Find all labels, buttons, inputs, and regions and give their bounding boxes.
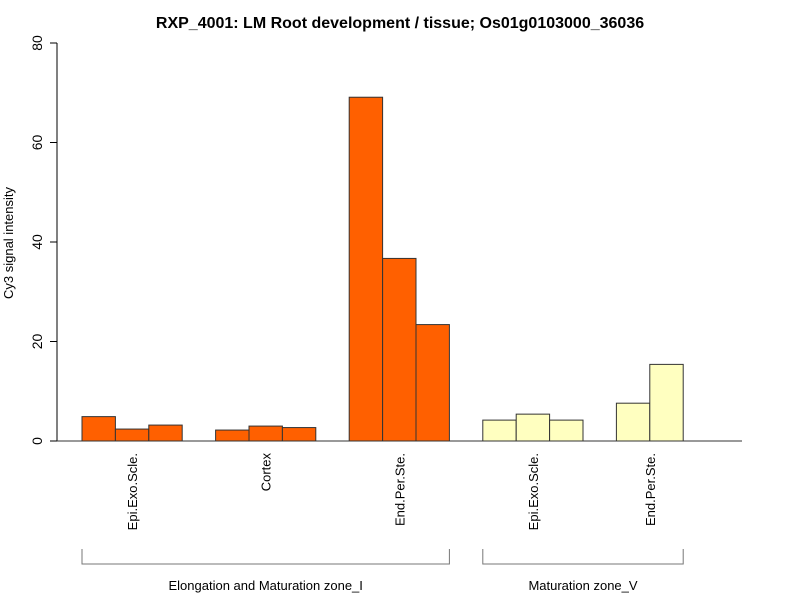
bar (615, 402, 651, 442)
y-tick-label: 0 (29, 437, 45, 445)
bar (215, 429, 250, 442)
y-tick-label: 20 (29, 334, 45, 350)
category-labels: Epi.Exo.Scle. Cortex End.Per.Ste. Epi.Exo.S… (125, 453, 658, 531)
group-bracket (81, 549, 450, 565)
bar (482, 419, 517, 442)
y-ticks: 0 20 40 60 80 (29, 35, 57, 445)
group-label: Maturation zone_V (528, 578, 637, 593)
bar (415, 324, 450, 442)
y-tick-label: 80 (29, 35, 45, 51)
bar (549, 419, 584, 442)
bar (81, 416, 116, 442)
category-label: End.Per.Ste. (643, 453, 658, 526)
category-label: Epi.Exo.Scle. (526, 453, 541, 530)
y-tick-label: 40 (29, 234, 45, 250)
category-label: End.Per.Ste. (392, 453, 407, 526)
bar (148, 424, 183, 442)
bar (348, 96, 384, 442)
chart-title: RXP_4001: LM Root development / tissue; … (156, 15, 644, 32)
y-tick-label: 60 (29, 135, 45, 151)
bar (649, 363, 684, 442)
bars (81, 96, 684, 442)
bar (515, 413, 551, 442)
bar (248, 425, 283, 442)
y-axis-title: Cy3 signal intensity (1, 187, 16, 299)
category-label: Epi.Exo.Scle. (125, 453, 140, 530)
bar (281, 427, 317, 442)
group-brackets: Elongation and Maturation zone_I Maturati… (81, 549, 684, 593)
bar (382, 257, 417, 442)
group-bracket (482, 549, 684, 565)
group-label: Elongation and Maturation zone_I (168, 578, 362, 593)
category-label: Cortex (259, 453, 274, 492)
bar (114, 428, 150, 442)
